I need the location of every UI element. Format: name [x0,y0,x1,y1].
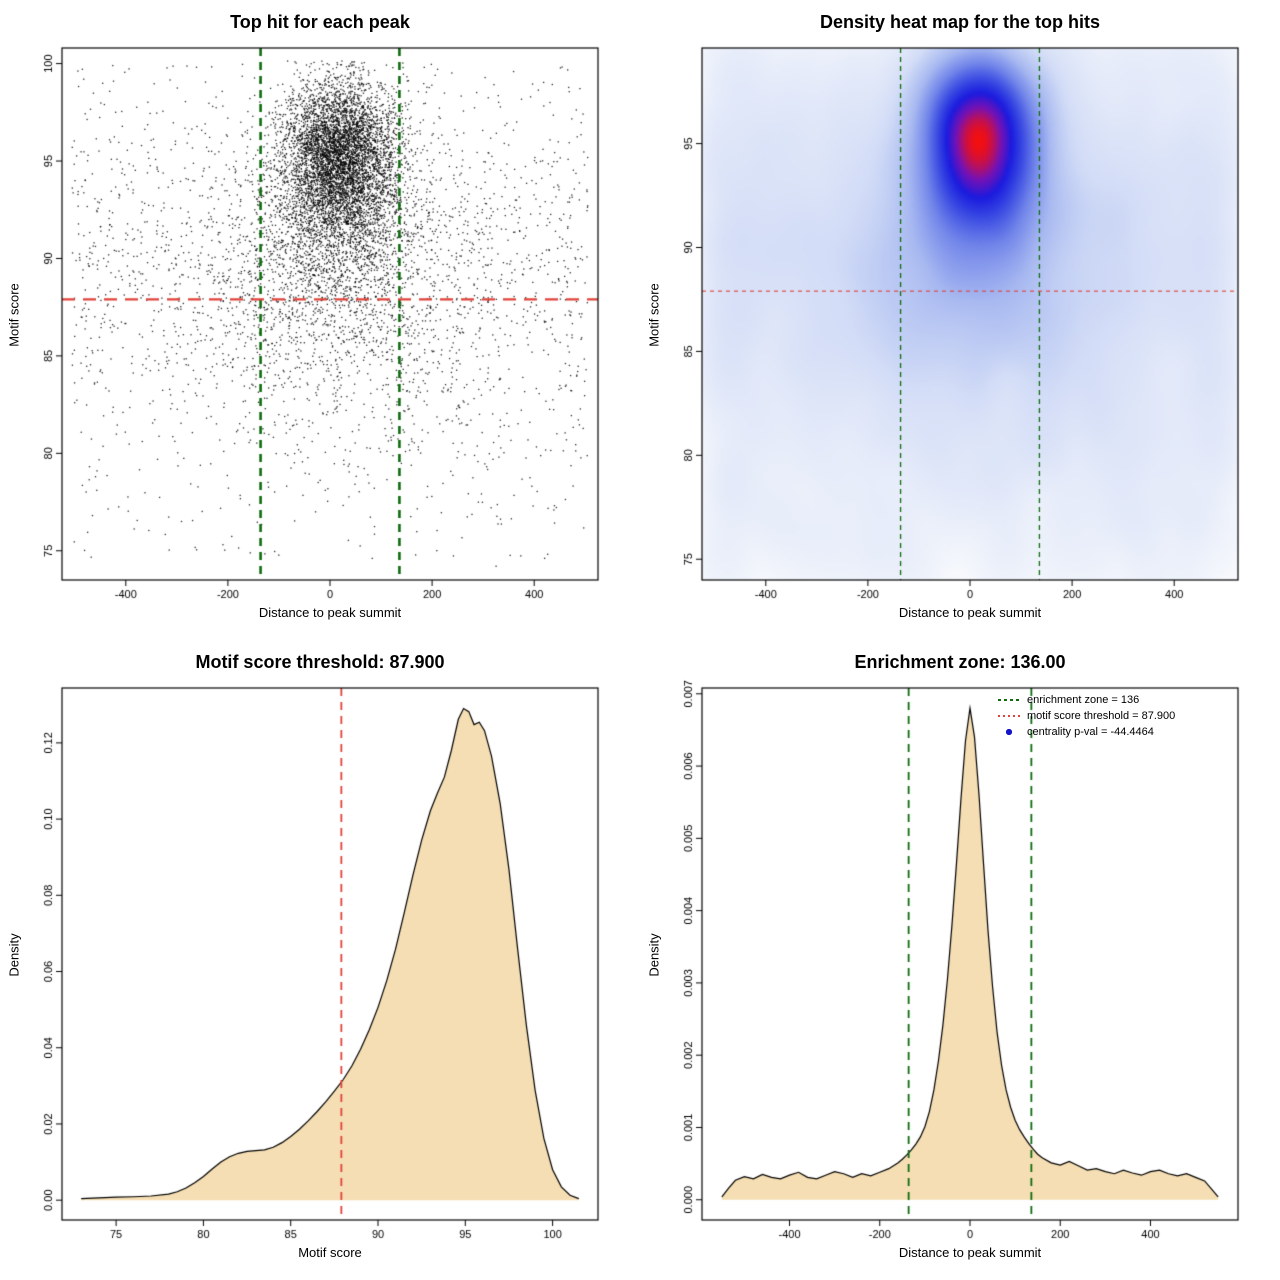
legend-label: motif score threshold = 87.900 [1027,710,1176,722]
legend-label: enrichment zone = 136 [1027,694,1140,706]
panel-motif-score-density: Motif score threshold: 87.900 Motif scor… [0,640,640,1280]
panel-title: Enrichment zone: 136.00 [854,652,1066,672]
plot-legend: enrichment zone = 136 motif score thresh… [998,692,1175,740]
x-axis-label: Distance to peak summit [898,1245,1042,1260]
legend-item-centrality-pval: centrality p-val = -44.4464 [998,724,1175,740]
y-axis-label: Density [6,933,22,977]
panel-distance-density: Enrichment zone: 136.00 Distance to peak… [640,640,1280,1280]
panel-title: Motif score threshold: 87.900 [195,652,445,672]
heatmap-plot-canvas [640,0,1280,640]
x-axis-label: Motif score [298,1245,362,1260]
score-density-plot-canvas [0,640,640,1280]
blue-dot-icon [998,728,1020,736]
panel-title: Top hit for each peak [230,12,410,32]
red-dotted-line-icon [998,715,1020,717]
y-axis-label: Motif score [6,283,22,347]
x-axis-label: Distance to peak summit [898,605,1042,620]
panel-density-heatmap: Density heat map for the top hits Distan… [640,0,1280,640]
panel-title: Density heat map for the top hits [819,12,1101,32]
scatter-plot-canvas [0,0,640,640]
y-axis-label: Density [646,933,662,977]
distance-density-plot-canvas [640,640,1280,1280]
panel-top-hit-scatter: Top hit for each peak Distance to peak s… [0,0,640,640]
legend-item-enrichment-zone: enrichment zone = 136 [998,692,1175,708]
green-dashed-line-icon [998,699,1020,701]
x-axis-label: Distance to peak summit [258,605,402,620]
legend-item-score-threshold: motif score threshold = 87.900 [998,708,1175,724]
y-axis-label: Motif score [646,283,662,347]
legend-label: centrality p-val = -44.4464 [1027,726,1154,738]
